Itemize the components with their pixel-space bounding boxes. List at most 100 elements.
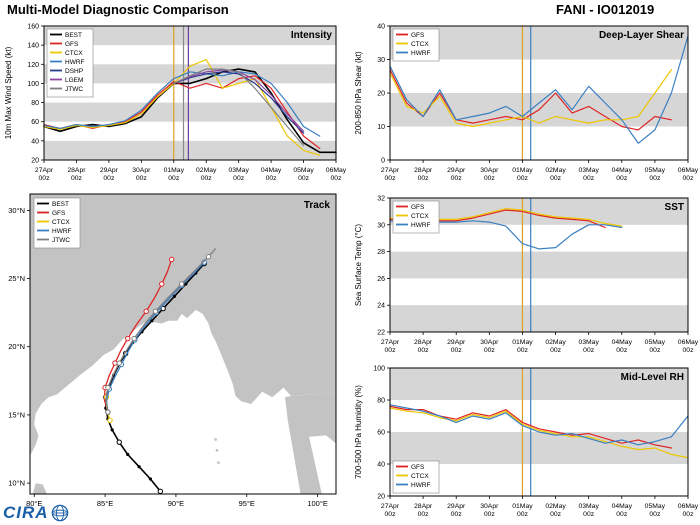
svg-text:JTWC: JTWC xyxy=(65,86,83,93)
svg-text:03May: 03May xyxy=(228,167,249,174)
svg-text:00z: 00z xyxy=(649,347,661,354)
svg-text:00z: 00z xyxy=(616,347,628,354)
svg-text:00z: 00z xyxy=(385,175,397,182)
svg-text:24: 24 xyxy=(377,303,385,310)
svg-text:00z: 00z xyxy=(517,175,529,182)
svg-text:00z: 00z xyxy=(451,347,463,354)
svg-text:10°N: 10°N xyxy=(8,479,25,488)
cira-logo: CIRA xyxy=(3,503,69,523)
svg-text:00z: 00z xyxy=(616,175,628,182)
svg-text:04May: 04May xyxy=(612,167,633,174)
svg-text:00z: 00z xyxy=(583,347,595,354)
svg-text:02May: 02May xyxy=(545,167,566,174)
svg-text:27Apr: 27Apr xyxy=(381,339,400,346)
svg-text:100°E: 100°E xyxy=(307,499,328,508)
svg-text:00z: 00z xyxy=(418,347,430,354)
svg-text:00z: 00z xyxy=(266,175,278,182)
sst-chart: 22242628303227Apr00z28Apr00z29Apr00z30Ap… xyxy=(354,196,699,355)
intensity-chart: 2040608010012014016027Apr00z28Apr00z29Ap… xyxy=(4,24,347,183)
svg-text:00z: 00z xyxy=(683,347,695,354)
svg-text:00z: 00z xyxy=(136,175,148,182)
svg-text:00z: 00z xyxy=(517,511,529,518)
svg-text:06May: 06May xyxy=(326,167,347,174)
svg-text:05May: 05May xyxy=(645,339,666,346)
svg-text:32: 32 xyxy=(377,196,385,203)
svg-text:85°E: 85°E xyxy=(97,499,113,508)
svg-text:HWRF: HWRF xyxy=(411,222,431,229)
svg-text:20°N: 20°N xyxy=(8,342,25,351)
svg-text:06May: 06May xyxy=(678,167,699,174)
svg-text:05May: 05May xyxy=(645,167,666,174)
svg-text:GFS: GFS xyxy=(52,210,66,217)
svg-text:40: 40 xyxy=(377,462,385,469)
svg-text:CTCX: CTCX xyxy=(52,219,70,226)
svg-text:00z: 00z xyxy=(583,175,595,182)
cira-globe-icon xyxy=(51,504,68,522)
svg-text:GFS: GFS xyxy=(411,32,425,39)
svg-text:02May: 02May xyxy=(196,167,217,174)
svg-text:10m Max Wind Speed (kt): 10m Max Wind Speed (kt) xyxy=(4,46,13,139)
track-map: 80°E 85°E 90°E 95°E 100°E 10°N 15°N 20°N 25°N 30°… xyxy=(8,193,337,508)
svg-text:LGEM: LGEM xyxy=(65,77,83,84)
svg-text:06May: 06May xyxy=(678,503,699,510)
svg-text:30: 30 xyxy=(377,57,385,64)
svg-text:00z: 00z xyxy=(39,175,51,182)
svg-text:00z: 00z xyxy=(550,175,562,182)
svg-text:02May: 02May xyxy=(545,339,566,346)
svg-text:05May: 05May xyxy=(293,167,314,174)
page-title: Multi-Model Diagnostic Comparison xyxy=(7,2,229,17)
svg-text:Intensity: Intensity xyxy=(291,30,333,41)
svg-text:01May: 01May xyxy=(164,167,185,174)
svg-text:00z: 00z xyxy=(451,175,463,182)
svg-text:CTCX: CTCX xyxy=(411,213,429,220)
svg-text:28Apr: 28Apr xyxy=(414,167,433,174)
svg-text:00z: 00z xyxy=(649,511,661,518)
svg-text:GFS: GFS xyxy=(411,464,425,471)
svg-text:00z: 00z xyxy=(683,175,695,182)
svg-text:60: 60 xyxy=(31,119,39,126)
svg-text:27Apr: 27Apr xyxy=(35,167,54,174)
svg-text:80: 80 xyxy=(31,100,39,107)
svg-text:Sea Surface Temp (°C): Sea Surface Temp (°C) xyxy=(354,224,363,307)
svg-text:SST: SST xyxy=(665,202,684,213)
svg-text:BEST: BEST xyxy=(52,201,69,208)
svg-text:700-500 hPa Humidity (%): 700-500 hPa Humidity (%) xyxy=(354,385,363,479)
svg-text:HWRF: HWRF xyxy=(411,50,431,57)
svg-text:DSHP: DSHP xyxy=(65,68,83,75)
svg-text:30: 30 xyxy=(377,222,385,229)
svg-text:29Apr: 29Apr xyxy=(100,167,119,174)
svg-text:20: 20 xyxy=(377,91,385,98)
svg-text:00z: 00z xyxy=(550,511,562,518)
svg-text:28Apr: 28Apr xyxy=(414,503,433,510)
svg-text:04May: 04May xyxy=(612,503,633,510)
svg-text:HWRF: HWRF xyxy=(65,59,85,66)
svg-text:06May: 06May xyxy=(678,339,699,346)
svg-text:20: 20 xyxy=(31,158,39,165)
svg-text:00z: 00z xyxy=(484,347,496,354)
deep-layer-shear-chart: 01020304027Apr00z28Apr00z29Apr00z30Apr00… xyxy=(354,24,699,183)
svg-text:00z: 00z xyxy=(385,511,397,518)
svg-text:00z: 00z xyxy=(484,175,496,182)
svg-text:00z: 00z xyxy=(71,175,83,182)
svg-text:00z: 00z xyxy=(298,175,310,182)
svg-text:HWRF: HWRF xyxy=(52,228,72,235)
svg-text:40: 40 xyxy=(377,24,385,31)
svg-text:Deep-Layer Shear: Deep-Layer Shear xyxy=(599,30,684,41)
svg-text:29Apr: 29Apr xyxy=(447,167,466,174)
svg-text:20: 20 xyxy=(377,494,385,501)
svg-text:29Apr: 29Apr xyxy=(447,339,466,346)
svg-text:90°E: 90°E xyxy=(168,499,184,508)
svg-text:29Apr: 29Apr xyxy=(447,503,466,510)
svg-text:00z: 00z xyxy=(233,175,245,182)
svg-text:30Apr: 30Apr xyxy=(132,167,151,174)
svg-text:30Apr: 30Apr xyxy=(480,339,499,346)
svg-text:00z: 00z xyxy=(418,175,430,182)
svg-text:04May: 04May xyxy=(612,339,633,346)
svg-text:Track: Track xyxy=(304,200,331,211)
svg-text:00z: 00z xyxy=(550,347,562,354)
svg-text:22: 22 xyxy=(377,330,385,337)
svg-text:27Apr: 27Apr xyxy=(381,503,400,510)
svg-text:60: 60 xyxy=(377,430,385,437)
svg-text:00z: 00z xyxy=(418,511,430,518)
svg-text:00z: 00z xyxy=(583,511,595,518)
